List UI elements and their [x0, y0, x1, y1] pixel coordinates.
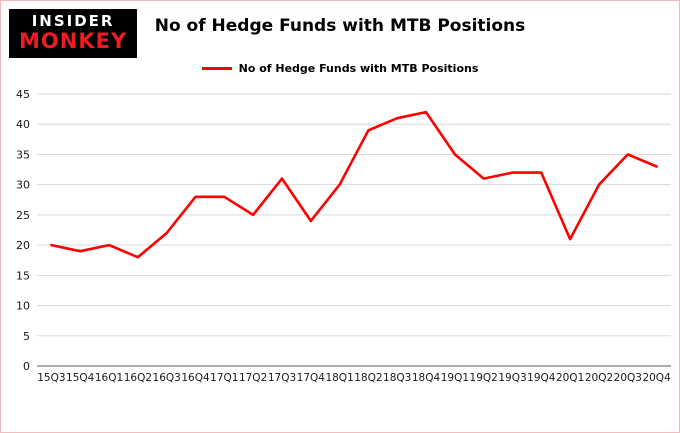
y-tick-label: 30 — [16, 179, 30, 192]
x-tick-label: 15Q4 — [66, 372, 95, 384]
x-tick-label: 18Q4 — [412, 372, 441, 384]
x-tick-label: 17Q1 — [210, 372, 238, 384]
x-tick-label: 19Q1 — [441, 372, 469, 384]
x-tick-label: 17Q4 — [297, 372, 326, 384]
y-tick-label: 40 — [16, 118, 30, 131]
y-tick-label: 20 — [16, 239, 30, 252]
y-tick-label: 0 — [23, 360, 30, 373]
x-tick-label: 16Q1 — [95, 372, 123, 384]
y-tick-label: 25 — [16, 209, 30, 222]
x-tick-label: 18Q2 — [354, 372, 382, 384]
x-tick-label: 20Q2 — [585, 372, 613, 384]
x-tick-label: 20Q3 — [614, 372, 642, 384]
y-tick-label: 35 — [16, 148, 30, 161]
x-tick-label: 16Q2 — [124, 372, 152, 384]
y-tick-label: 15 — [16, 269, 30, 282]
x-tick-label: 19Q3 — [498, 372, 526, 384]
x-tick-label: 20Q1 — [556, 372, 584, 384]
y-tick-label: 5 — [23, 330, 30, 343]
x-tick-label: 19Q2 — [470, 372, 498, 384]
line-chart: 0 5 10 15 20 25 30 35 40 45 15Q315Q416Q116Q216Q316… — [1, 1, 680, 433]
x-tick-label: 16Q3 — [153, 372, 181, 384]
x-tick-label: 19Q4 — [527, 372, 556, 384]
x-tick-label: 18Q1 — [325, 372, 353, 384]
x-tick-label: 17Q3 — [268, 372, 296, 384]
x-tick-label: 16Q4 — [181, 372, 210, 384]
x-tick-label: 17Q2 — [239, 372, 267, 384]
y-tick-label: 45 — [16, 88, 30, 101]
x-tick-label: 18Q3 — [383, 372, 411, 384]
x-tick-label: 20Q4 — [642, 372, 671, 384]
chart-frame: INSIDER MONKEY No of Hedge Funds with MT… — [0, 0, 680, 433]
y-tick-label: 10 — [16, 300, 30, 313]
x-tick-label: 15Q3 — [37, 372, 65, 384]
